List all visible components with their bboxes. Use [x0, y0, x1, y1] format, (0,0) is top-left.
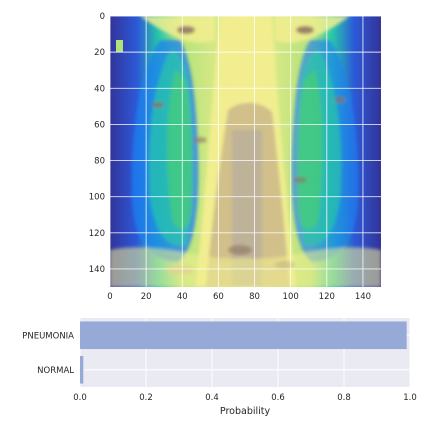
bar-x-tick-1: 0.2 [139, 393, 153, 403]
bar-marks [80, 321, 407, 384]
heatmap-x-tick-4: 80 [249, 292, 260, 302]
heatmap-grid [109, 15, 381, 287]
heatmap-y-tick-3: 60 [94, 120, 105, 130]
heatmap-y-tick-5: 100 [89, 193, 105, 203]
heatmap-y-ticks: 0 20 40 60 80 100 120 140 [89, 12, 105, 275]
heatmap-x-tick-2: 40 [177, 292, 188, 302]
xray-heatmap: 0 20 40 60 80 100 120 140 0 20 40 60 80 100 120 140 [89, 12, 381, 302]
heatmap-x-tick-3: 60 [213, 292, 224, 302]
bar-x-tick-3: 0.6 [271, 393, 285, 403]
bar-normal [80, 355, 84, 384]
heatmap-y-tick-2: 40 [94, 84, 105, 94]
bar-pneumonia [80, 321, 407, 350]
bar-category-labels: PNEUMONIA NORMAL [22, 331, 74, 376]
heatmap-x-tick-0: 0 [107, 292, 112, 302]
heatmap-x-tick-1: 20 [141, 292, 152, 302]
bar-x-tick-5: 1.0 [403, 393, 417, 403]
heatmap-x-tick-5: 100 [283, 292, 299, 302]
heatmap-y-tick-6: 120 [89, 229, 105, 239]
bar-x-tick-4: 0.8 [337, 393, 351, 403]
image-marker [116, 40, 123, 52]
probability-bar-chart: PNEUMONIA NORMAL 0.0 0.2 0.4 0.6 0.8 1.0 Proba… [22, 318, 417, 417]
heatmap-y-tick-4: 80 [94, 157, 105, 167]
bar-x-ticks: 0.0 0.2 0.4 0.6 0.8 1.0 [73, 393, 417, 403]
heatmap-x-tick-7: 140 [355, 292, 371, 302]
heatmap-y-tick-1: 20 [94, 48, 105, 58]
xray-image [110, 16, 381, 287]
heatmap-x-tick-6: 120 [319, 292, 335, 302]
bar-x-axis-label: Probability [220, 406, 271, 417]
bar-label-normal: NORMAL [37, 366, 74, 376]
heatmap-y-tick-7: 140 [89, 265, 105, 275]
bar-x-tick-2: 0.4 [205, 393, 219, 403]
bar-label-pneumonia: PNEUMONIA [22, 331, 74, 341]
heatmap-x-ticks: 0 20 40 60 80 100 120 140 [107, 292, 371, 302]
bar-x-tick-0: 0.0 [73, 393, 87, 403]
heatmap-y-tick-0: 0 [100, 12, 105, 22]
